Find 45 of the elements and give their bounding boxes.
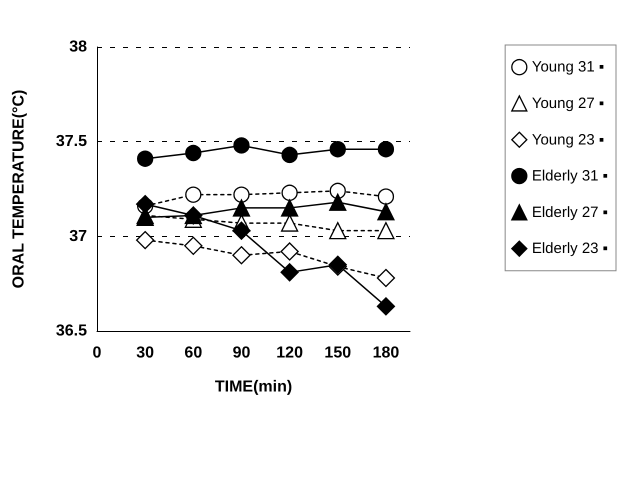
point — [329, 194, 346, 211]
point — [280, 263, 299, 282]
x-tick-label: 90 — [232, 344, 250, 362]
point — [329, 222, 346, 240]
point — [136, 230, 154, 250]
x-tick-label: 60 — [184, 344, 202, 362]
point — [232, 199, 250, 217]
point — [185, 186, 202, 203]
y-axis-title: ORAL TEMPERATURE(°C) — [10, 90, 28, 288]
point — [280, 242, 299, 261]
y-tick-label: 38 — [69, 38, 88, 56]
legend-label: Young 27 ▪ — [532, 94, 604, 112]
x-axis-title: TIME(min) — [214, 378, 292, 396]
point — [330, 182, 346, 200]
point — [378, 188, 394, 205]
y-tick-label: 37.5 — [56, 133, 88, 150]
point — [233, 137, 250, 154]
point — [378, 141, 394, 158]
point — [185, 144, 202, 162]
point — [376, 297, 396, 316]
legend-label: Young 31 ▪ — [532, 58, 604, 76]
point — [233, 186, 250, 203]
legend-label: Young 23 ▪ — [532, 131, 604, 148]
point — [232, 246, 251, 264]
y-tick-label: 37 — [69, 228, 88, 245]
point — [377, 203, 395, 220]
legend-label: Elderly 27 ▪ — [532, 204, 608, 221]
x-tick-label: 150 — [324, 344, 352, 362]
point — [136, 194, 154, 214]
legend-label: Elderly 31 ▪ — [532, 168, 608, 185]
x-tick-label: 120 — [276, 344, 304, 362]
point — [280, 199, 298, 217]
point — [137, 150, 154, 167]
point — [330, 141, 346, 158]
point — [376, 268, 396, 288]
legend-label: Elderly 23 ▪ — [532, 240, 608, 258]
y-tick-label: 36.5 — [56, 322, 88, 340]
x-tick-label: 30 — [136, 344, 154, 362]
point — [184, 236, 202, 255]
point — [232, 222, 251, 240]
point — [281, 184, 298, 201]
x-tick-label: 180 — [372, 344, 400, 362]
x-tick-label: 0 — [92, 344, 102, 362]
point — [281, 146, 298, 164]
point — [377, 222, 395, 240]
